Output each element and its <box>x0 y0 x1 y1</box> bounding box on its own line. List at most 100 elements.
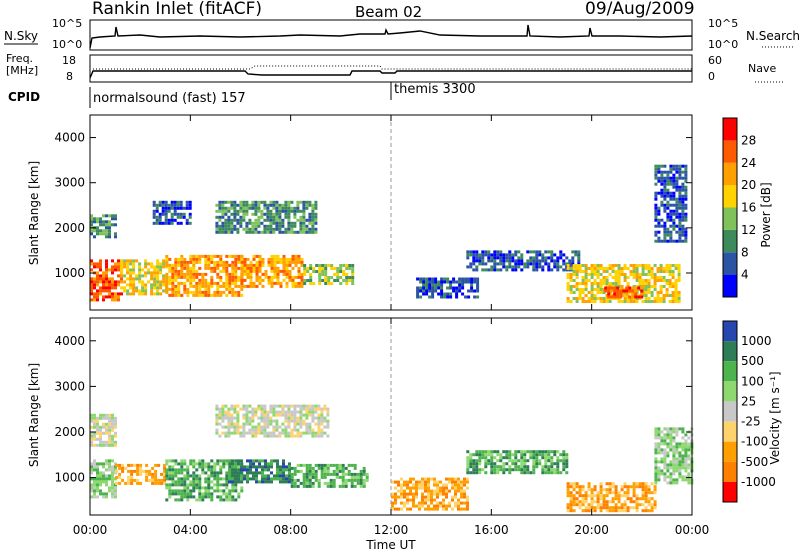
power-cell <box>562 262 566 266</box>
power-cell <box>243 272 247 276</box>
velocity-cell <box>409 486 412 490</box>
power-cell <box>324 267 328 270</box>
velocity-cell <box>590 488 594 492</box>
velocity-cell <box>472 462 476 466</box>
power-cell <box>249 275 253 279</box>
power-cell <box>245 206 249 210</box>
power-cell <box>416 295 420 299</box>
power-cell <box>677 267 681 270</box>
velocity-cell <box>499 456 503 460</box>
power-cell <box>339 264 343 267</box>
power-cell <box>233 206 237 210</box>
power-cell <box>593 267 597 270</box>
power-cell <box>469 265 473 269</box>
power-cell <box>291 275 295 279</box>
power-cell <box>458 277 462 281</box>
power-cell <box>156 274 160 278</box>
power-cell <box>195 287 199 291</box>
velocity-cell <box>90 465 93 469</box>
velocity-cell <box>163 475 167 479</box>
velocity-cell <box>644 500 648 504</box>
velocity-cell <box>314 410 318 414</box>
velocity-cell <box>311 484 315 488</box>
power-cell <box>590 288 594 291</box>
velocity-cell <box>553 468 557 472</box>
velocity-cell <box>245 410 249 414</box>
velocity-cell <box>508 450 512 454</box>
velocity-cell <box>230 407 234 411</box>
velocity-cell <box>154 478 158 482</box>
velocity-cell <box>275 434 279 438</box>
velocity-cell <box>436 486 439 490</box>
power-cell <box>484 268 488 272</box>
velocity-cell <box>215 419 219 423</box>
velocity-cell <box>663 433 667 437</box>
power-cell <box>161 206 165 210</box>
power-cell <box>475 256 479 260</box>
velocity-cell <box>148 472 152 476</box>
velocity-cell <box>240 486 244 490</box>
power-cell <box>302 224 306 228</box>
velocity-cell <box>99 492 102 496</box>
velocity-cell <box>154 475 158 479</box>
power-cell <box>440 283 444 287</box>
velocity-cell <box>457 507 460 511</box>
velocity-cell <box>108 459 111 463</box>
time-axis: 00:00 04:00 08:00 12:00 16:00 20:00 00:00 <box>73 115 709 537</box>
power-cell <box>207 266 211 270</box>
power-cell <box>153 274 157 278</box>
power-cell <box>318 282 322 285</box>
power-cell <box>577 262 581 266</box>
power-cell <box>452 280 456 284</box>
power-cell <box>93 295 96 299</box>
power-cell <box>291 254 295 258</box>
power-cell <box>275 206 279 210</box>
power-cell <box>126 265 130 269</box>
power-cell <box>666 227 670 231</box>
power-cell <box>669 194 673 198</box>
velocity-cell <box>264 474 267 478</box>
power-cell <box>252 281 256 285</box>
power-cell <box>514 250 518 254</box>
power-cell <box>221 224 225 228</box>
power-cell <box>114 286 117 290</box>
power-cell <box>672 218 676 222</box>
velocity-cell <box>96 465 99 469</box>
power-cell <box>126 277 130 281</box>
velocity-cell <box>275 413 279 417</box>
velocity-cell <box>252 459 255 463</box>
power-cell <box>294 263 298 267</box>
velocity-cell <box>632 500 636 504</box>
velocity-cell <box>105 425 108 429</box>
power-cell <box>668 267 672 270</box>
power-cell <box>574 253 578 257</box>
power-cell <box>566 276 570 279</box>
velocity-cell <box>273 459 276 463</box>
velocity-cell <box>505 456 509 460</box>
power-cell <box>188 212 192 216</box>
power-cell <box>514 268 518 272</box>
velocity-cell <box>550 468 554 472</box>
velocity-cell <box>317 404 321 408</box>
velocity-cell <box>308 422 312 426</box>
velocity-cell <box>490 468 494 472</box>
velocity-cell <box>584 494 588 498</box>
velocity-cell <box>617 494 621 498</box>
power-cell <box>684 173 688 177</box>
velocity-cell <box>255 480 258 484</box>
power-cell <box>446 280 450 284</box>
power-cell <box>590 297 594 300</box>
velocity-cell <box>559 459 563 463</box>
power-cell <box>278 230 282 234</box>
velocity-ytick-label: 3000 <box>54 379 85 393</box>
velocity-cell <box>288 474 291 478</box>
power-cell <box>177 275 181 279</box>
power-cell <box>544 250 548 254</box>
power-cell <box>314 221 318 225</box>
power-cell <box>105 229 108 233</box>
velocity-cell <box>293 478 297 482</box>
velocity-cell <box>460 486 463 490</box>
power-cell <box>599 285 603 288</box>
power-cell <box>566 273 570 276</box>
velocity-cell <box>108 419 111 423</box>
